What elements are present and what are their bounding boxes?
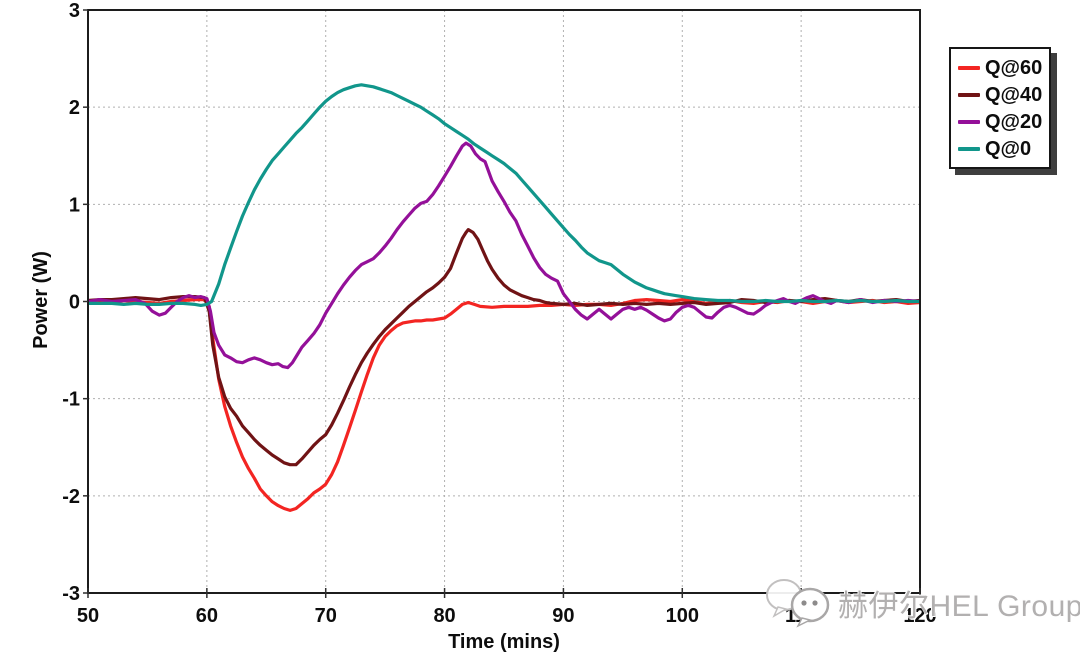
x-axis-title: Time (mins) bbox=[448, 631, 560, 653]
legend-label: Q@0 bbox=[985, 137, 1032, 160]
x-tick-label: 100 bbox=[666, 605, 699, 627]
series-line-q20 bbox=[88, 141, 920, 370]
legend-item-q0: Q@0 bbox=[958, 135, 1042, 162]
series-lines bbox=[88, 83, 920, 512]
watermark: 赫伊尔HEL Group bbox=[764, 576, 1080, 630]
x-tick-label: 80 bbox=[433, 605, 455, 627]
legend: Q@60 Q@40 Q@20 Q@0 bbox=[949, 47, 1052, 169]
legend-item-q60: Q@60 bbox=[958, 54, 1042, 81]
x-tick-label: 90 bbox=[552, 605, 574, 627]
legend-swatch bbox=[958, 92, 980, 97]
x-tick-label: 60 bbox=[196, 605, 218, 627]
legend-label: Q@60 bbox=[985, 56, 1043, 79]
y-tick-label: 0 bbox=[69, 292, 80, 314]
y-tick-label: 2 bbox=[69, 97, 80, 119]
wechat-bubbles-icon bbox=[766, 579, 830, 628]
y-tick-label: -3 bbox=[62, 583, 80, 605]
axis-ticks bbox=[83, 9, 921, 598]
y-tick-label: 1 bbox=[69, 194, 80, 216]
legend-label: Q@40 bbox=[985, 83, 1043, 106]
legend-swatch bbox=[958, 146, 980, 151]
legend-label: Q@20 bbox=[985, 110, 1043, 133]
x-tick-label: 50 bbox=[77, 605, 99, 627]
legend-items: Q@60 Q@40 Q@20 Q@0 bbox=[958, 54, 1042, 162]
legend-item-q20: Q@20 bbox=[958, 108, 1042, 135]
legend-swatch bbox=[958, 65, 980, 70]
y-tick-label: -1 bbox=[62, 389, 80, 411]
watermark-text: 赫伊尔HEL Group bbox=[838, 590, 1080, 623]
y-tick-label: -2 bbox=[62, 486, 80, 508]
x-tick-label: 120 bbox=[903, 605, 936, 627]
series-line-q0 bbox=[88, 83, 920, 307]
legend-swatch bbox=[958, 119, 980, 124]
series-line-q40 bbox=[88, 228, 920, 467]
y-axis-title: Power (W) bbox=[30, 251, 52, 349]
legend-item-q40: Q@40 bbox=[958, 81, 1042, 108]
x-tick-label: 70 bbox=[315, 605, 337, 627]
y-tick-label: 3 bbox=[69, 0, 80, 22]
